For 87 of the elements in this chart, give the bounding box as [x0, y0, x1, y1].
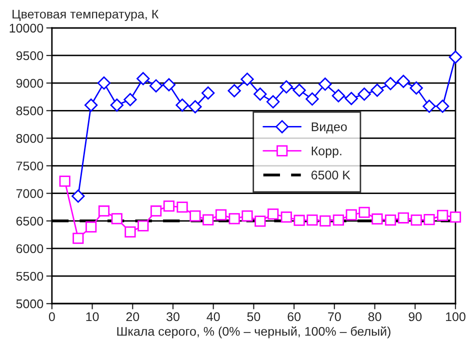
point: [450, 212, 462, 223]
point: [292, 84, 306, 97]
x-tick-label: 20: [126, 312, 140, 322]
point: [215, 209, 227, 220]
y-tick-label: 6500: [16, 216, 44, 226]
point: [410, 214, 422, 226]
y-tick-label: 8500: [16, 106, 44, 116]
point: [266, 95, 280, 108]
y-tick-label: 7500: [16, 162, 44, 170]
point: [424, 214, 435, 226]
point: [398, 212, 409, 224]
point: [202, 214, 214, 226]
point: [280, 80, 293, 94]
point: [202, 86, 215, 100]
y-tick-label: 9500: [16, 51, 44, 60]
point: [448, 50, 462, 64]
y-tick-label: 10000: [10, 24, 44, 33]
point: [332, 214, 344, 226]
point: [254, 216, 266, 227]
point: [228, 213, 240, 224]
point: [268, 208, 279, 220]
x-tick-label: 50: [247, 312, 260, 322]
point: [410, 81, 423, 95]
point: [84, 98, 98, 112]
legend-label: Видео: [312, 122, 347, 134]
y-tick-label: 9000: [16, 78, 44, 88]
point: [372, 213, 383, 225]
point: [254, 88, 267, 101]
point: [332, 89, 346, 102]
point: [188, 100, 202, 114]
y-axis-title: Цветовая температура, К: [12, 10, 159, 22]
point: [437, 210, 448, 221]
y-tick-label: 6000: [16, 244, 44, 254]
point: [162, 78, 176, 92]
point: [176, 202, 188, 213]
point: [110, 98, 124, 112]
point: [306, 214, 318, 226]
point: [358, 88, 371, 101]
point: [138, 220, 149, 232]
point: [294, 214, 305, 226]
x-tick-label: 40: [206, 312, 220, 322]
point: [97, 76, 111, 90]
point: [59, 176, 70, 187]
point: [358, 206, 370, 218]
point: [320, 215, 331, 226]
point: [318, 78, 332, 91]
point: [150, 205, 162, 217]
point: [384, 77, 398, 90]
legend-label: 6500 K: [311, 170, 350, 180]
point: [370, 84, 384, 97]
point: [163, 200, 175, 212]
x-tick-label: 100: [446, 312, 466, 322]
point: [111, 213, 122, 224]
point: [136, 72, 150, 86]
point: [344, 92, 358, 106]
point: [86, 221, 97, 233]
point: [346, 209, 357, 220]
point: [306, 92, 319, 106]
x-tick-label: 90: [408, 312, 422, 322]
point: [149, 79, 163, 92]
x-tick-label: 30: [166, 312, 180, 322]
x-tick-label: 0: [48, 312, 55, 322]
y-tick-label: 5000: [16, 299, 44, 308]
point: [384, 214, 396, 226]
x-axis-title: Шкала серого, % (0% – черный, 100% – белый): [117, 326, 390, 338]
point: [190, 210, 201, 222]
point: [422, 100, 436, 113]
point: [280, 212, 292, 223]
y-tick-label: 7000: [16, 189, 44, 198]
point: [98, 205, 110, 217]
point: [124, 93, 137, 106]
point: [228, 84, 241, 98]
x-tick-label: 80: [368, 312, 382, 322]
y-tick-label: 8000: [16, 134, 44, 143]
point: [124, 226, 136, 238]
x-tick-label: 10: [86, 312, 99, 322]
point: [72, 190, 85, 203]
point: [240, 72, 254, 86]
point: [242, 210, 253, 222]
point: [396, 74, 410, 88]
point: [176, 98, 189, 112]
x-tick-label: 60: [288, 312, 301, 322]
x-tick-label: 70: [328, 312, 341, 322]
point: [72, 232, 84, 244]
point: [436, 100, 450, 113]
legend-label: Корр.: [312, 146, 342, 158]
y-tick-label: 5500: [16, 272, 44, 281]
